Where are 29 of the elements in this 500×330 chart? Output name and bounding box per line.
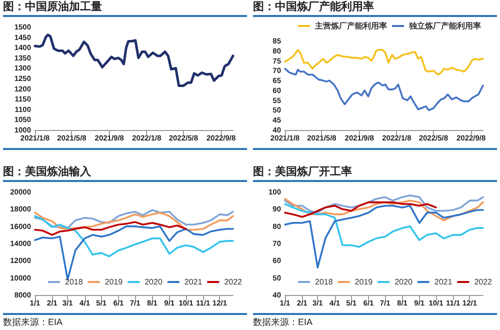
chart-title: 图：美国炼油输入	[3, 165, 247, 182]
line-series	[34, 225, 234, 280]
legend-label: 2019	[104, 278, 124, 286]
legend-label: 2022	[474, 278, 493, 286]
legend-label: 2018	[315, 278, 334, 286]
legend-label: 2022	[224, 278, 243, 286]
line-series	[284, 194, 484, 214]
chart-title: 图：中国原油加工量	[3, 0, 247, 17]
legend-label: 2020	[144, 278, 163, 286]
chart-title: 图：中国炼厂产能利用率	[253, 0, 497, 17]
legend-label: 2018	[65, 278, 84, 286]
legend-label: 2019	[354, 278, 374, 286]
chart-title: 图：美国炼厂开工率	[253, 165, 497, 182]
line-series	[284, 203, 484, 248]
line-series	[284, 204, 484, 268]
source-note: 数据来源：EIA	[3, 313, 247, 330]
line-series	[34, 34, 234, 87]
line-series	[284, 198, 484, 222]
line-series	[34, 215, 234, 258]
line-series	[284, 201, 437, 218]
source-note: 数据来源：EIA	[253, 313, 497, 330]
line-series	[34, 221, 187, 236]
line-series	[284, 49, 484, 76]
legend-label: 主营炼厂产能利用率	[314, 20, 387, 30]
legend-label: 2021	[434, 278, 453, 286]
line-series	[284, 68, 484, 112]
legend-label: 独立炼厂产能利用率	[408, 20, 481, 30]
legend-label: 2021	[184, 278, 203, 286]
legend-label: 2020	[394, 278, 413, 286]
